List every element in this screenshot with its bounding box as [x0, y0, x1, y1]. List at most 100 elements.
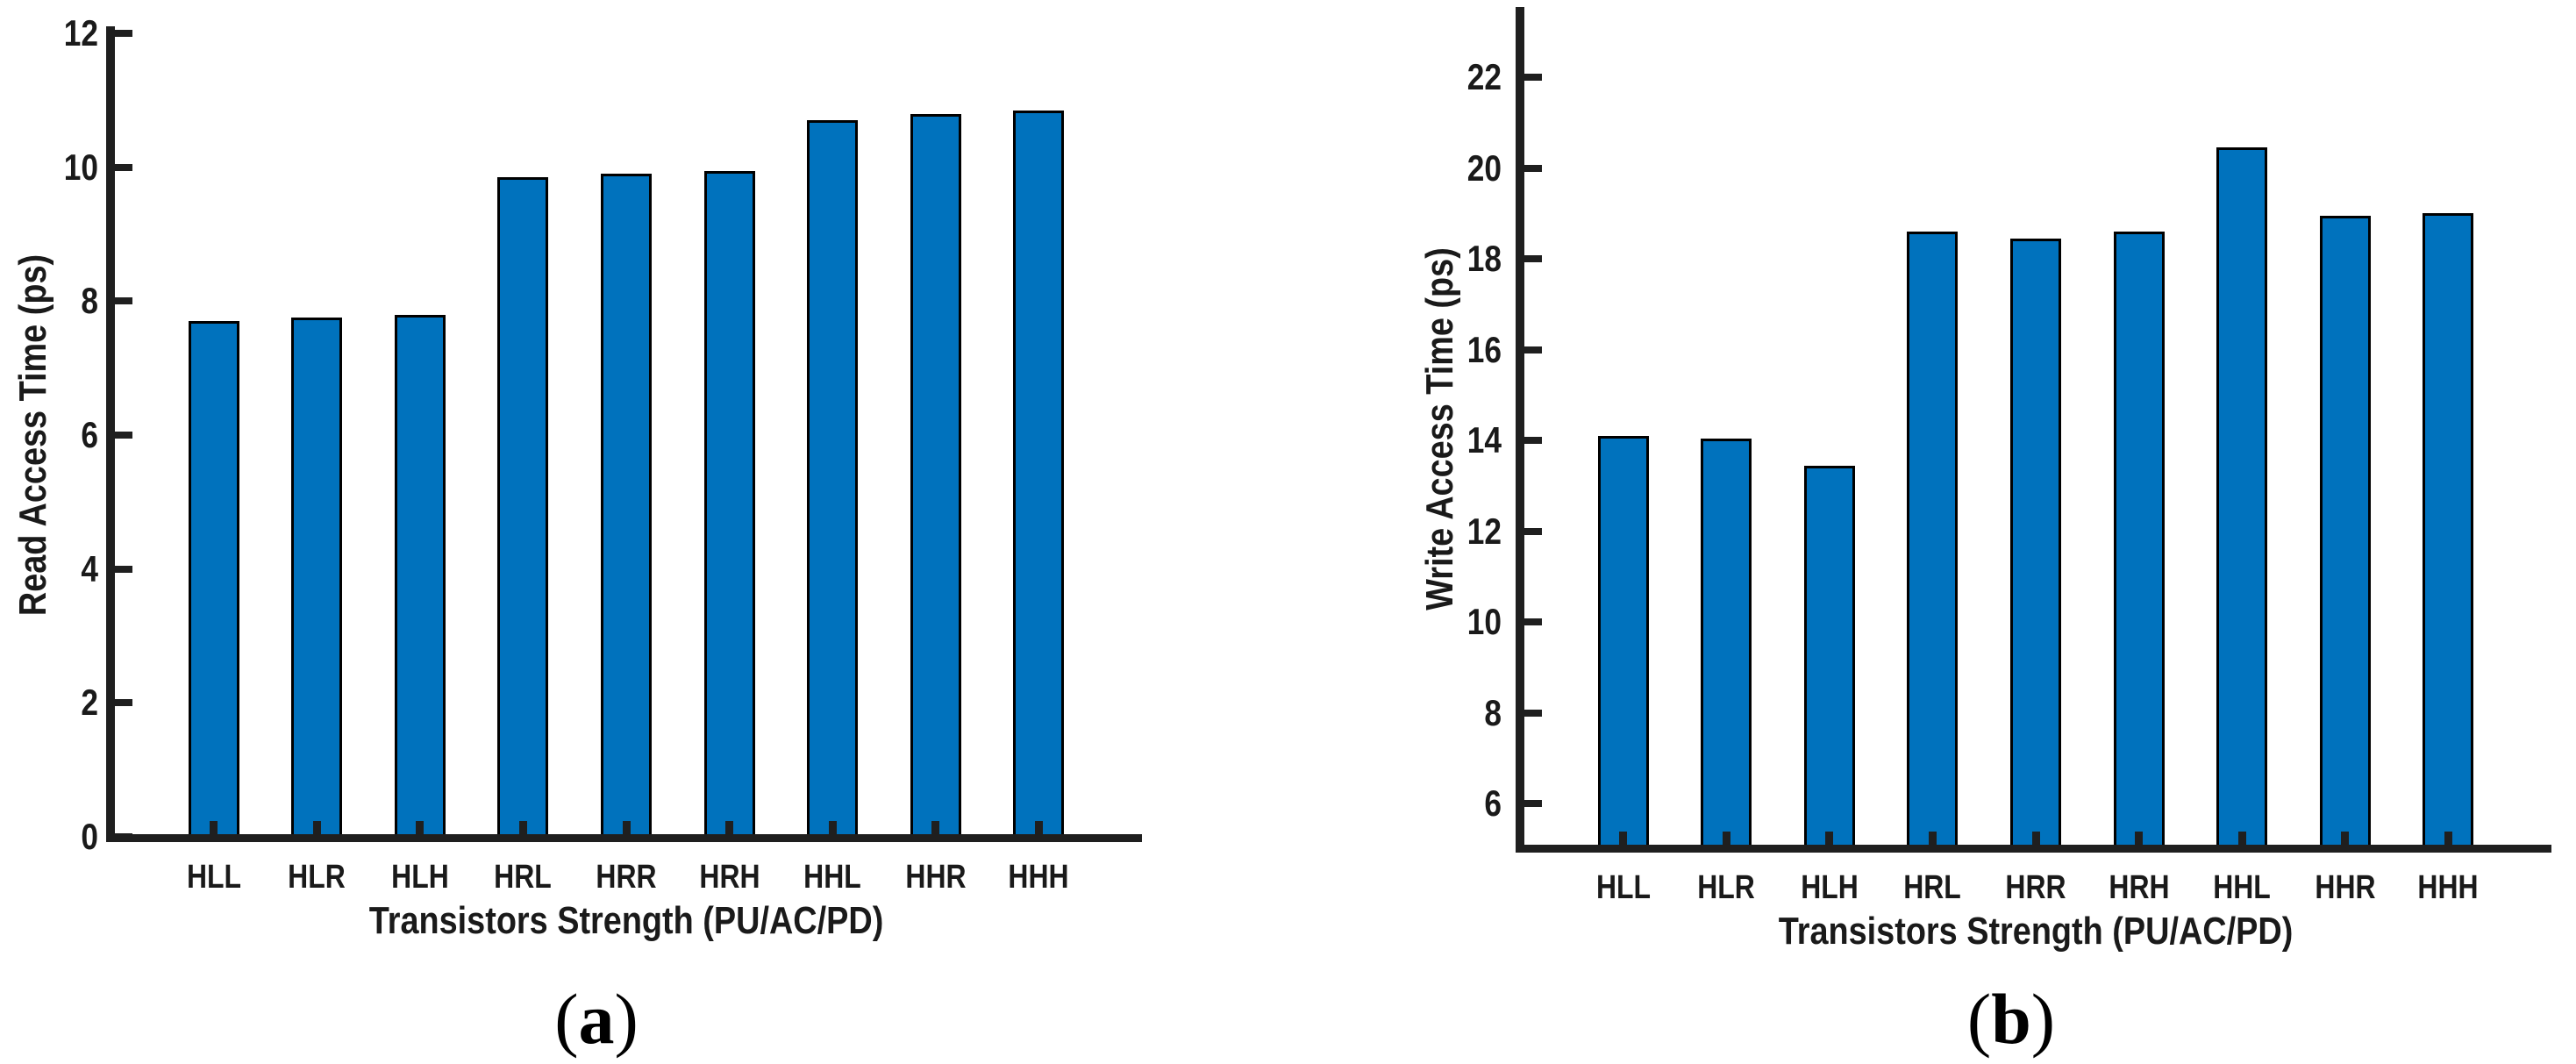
y-tick	[1524, 618, 1542, 626]
y-tick-label: 6	[81, 414, 98, 456]
x-tick-label: HHH	[1008, 859, 1069, 896]
subfigure-caption-b: (b)	[1880, 983, 2143, 1055]
y-tick	[1524, 255, 1542, 263]
x-tick-label: HLH	[390, 859, 449, 896]
x-tick-label: HRL	[1903, 869, 1962, 906]
y-tick-label: 4	[81, 547, 98, 589]
y-tick	[1524, 164, 1542, 172]
x-tick	[2135, 832, 2144, 845]
bar-hrl	[1907, 232, 1959, 849]
bar-hhh	[1013, 110, 1065, 837]
subfigure-caption-a: (a)	[465, 983, 728, 1055]
x-axis-line	[1516, 845, 2551, 853]
x-tick	[312, 821, 321, 834]
y-tick	[1524, 800, 1542, 808]
x-tick	[1825, 832, 1834, 845]
y-tick	[1524, 527, 1542, 535]
y-tick-label: 12	[1466, 510, 1502, 552]
x-tick-label: HLL	[186, 859, 241, 896]
y-tick-label: 8	[81, 280, 98, 322]
y-tick	[115, 30, 132, 38]
y-tick-label: 10	[1466, 601, 1502, 643]
y-tick	[1524, 346, 1542, 353]
x-axis-label-transistors-strength-b: Transistors Strength (PU/AC/PD)	[1778, 910, 2294, 953]
x-tick-label: HHL	[803, 859, 861, 896]
y-tick-label: 2	[81, 682, 98, 724]
x-tick-label: HRL	[494, 859, 553, 896]
x-tick-label: HRR	[2005, 869, 2066, 906]
y-tick-label: 0	[81, 816, 98, 857]
bar-hrh	[2113, 232, 2165, 849]
x-tick	[1928, 832, 1937, 845]
x-tick	[1619, 832, 1628, 845]
x-tick	[2444, 832, 2452, 845]
caption-paren-close: )	[614, 979, 639, 1059]
y-tick-label: 20	[1466, 146, 1502, 189]
x-tick-label: HRR	[596, 859, 657, 896]
caption-paren-close: )	[2030, 979, 2056, 1059]
bar-hll	[1597, 435, 1649, 849]
bar-hrl	[497, 177, 549, 837]
y-tick	[115, 699, 132, 707]
y-tick	[1524, 74, 1542, 82]
bar-hrr	[601, 174, 652, 837]
y-tick	[115, 432, 132, 439]
x-tick-label: HRH	[2109, 869, 2170, 906]
x-tick	[1034, 821, 1043, 834]
x-tick-label: HLR	[288, 859, 346, 896]
x-tick	[828, 821, 837, 834]
x-tick	[931, 821, 940, 834]
x-tick	[2031, 832, 2040, 845]
x-tick	[725, 821, 734, 834]
y-tick	[115, 565, 132, 573]
bar-hlh	[1803, 465, 1855, 849]
x-tick-label: HLL	[1595, 869, 1651, 906]
y-tick	[115, 297, 132, 305]
x-tick-label: HRH	[699, 859, 760, 896]
x-tick	[518, 821, 527, 834]
caption-letter-a: a	[578, 979, 615, 1059]
bar-hlr	[1701, 438, 1752, 849]
bar-hll	[188, 321, 239, 837]
y-tick-label: 6	[1484, 782, 1502, 825]
bar-hhl	[807, 120, 859, 837]
caption-paren-open: (	[554, 979, 579, 1059]
x-axis-line	[106, 834, 1142, 842]
x-tick-label: HLH	[1800, 869, 1859, 906]
y-tick	[1524, 437, 1542, 445]
y-tick-label: 8	[1484, 691, 1502, 733]
y-tick-label: 16	[1466, 328, 1502, 370]
caption-letter-b: b	[1991, 979, 2031, 1059]
x-tick	[2341, 832, 2350, 845]
y-axis-line	[106, 26, 115, 842]
bar-hhr	[2319, 215, 2371, 849]
x-tick-label: HHL	[2213, 869, 2271, 906]
x-tick-label: HHR	[905, 859, 967, 896]
y-axis-line	[1516, 7, 1524, 853]
x-tick	[622, 821, 631, 834]
y-tick-label: 14	[1466, 419, 1502, 461]
bar-hlh	[394, 314, 446, 837]
x-tick	[210, 821, 218, 834]
bar-hrr	[2010, 238, 2061, 849]
x-tick	[416, 821, 425, 834]
y-tick-label: 10	[63, 146, 98, 188]
x-tick	[2237, 832, 2246, 845]
x-tick-label: HHR	[2315, 869, 2376, 906]
bar-hrh	[703, 170, 755, 837]
x-tick	[1722, 832, 1730, 845]
x-tick-label: HLR	[1697, 869, 1755, 906]
y-tick-label: 22	[1466, 56, 1502, 98]
y-tick-label: 18	[1466, 238, 1502, 280]
y-tick	[115, 163, 132, 171]
caption-paren-open: (	[1966, 979, 1992, 1059]
bar-hhl	[2216, 147, 2268, 849]
bar-hhr	[910, 113, 961, 837]
y-tick-label: 12	[63, 12, 98, 54]
bar-hlr	[291, 318, 343, 837]
x-axis-label-transistors-strength-a: Transistors Strength (PU/AC/PD)	[368, 899, 884, 942]
bar-hhh	[2423, 213, 2474, 849]
x-tick-label: HHH	[2417, 869, 2479, 906]
y-tick	[1524, 709, 1542, 717]
